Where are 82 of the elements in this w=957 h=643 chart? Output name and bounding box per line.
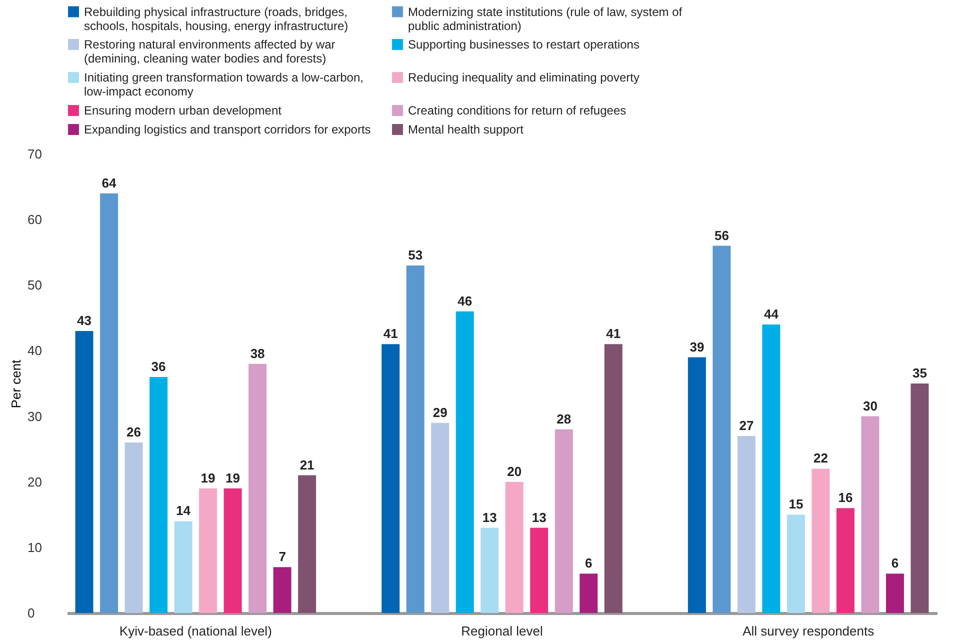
data-label: 56 [714, 228, 729, 243]
bar [298, 475, 316, 613]
legend-label: Initiating green transformation towards a low-carbon, low-impact economy [84, 70, 364, 98]
data-label: 16 [838, 490, 853, 506]
data-label: 7 [278, 549, 286, 564]
data-label: 41 [606, 326, 621, 342]
legend-label: Restoring natural environments affected by war (demining, cleaning water bodies and forests) [84, 38, 336, 66]
y-tick-label: 40 [28, 343, 42, 358]
bar [737, 436, 756, 613]
bar [836, 508, 854, 613]
data-label: 64 [102, 175, 118, 190]
y-tick-label: 20 [28, 474, 42, 490]
data-label: 6 [891, 556, 899, 571]
data-label: 14 [176, 503, 192, 518]
bar [580, 574, 598, 613]
bar [604, 344, 622, 613]
data-label: 19 [200, 470, 216, 486]
bar [100, 193, 118, 613]
data-label: 20 [507, 464, 522, 479]
data-label: 13 [532, 510, 546, 525]
data-label: 29 [432, 404, 448, 420]
bar [886, 574, 904, 613]
y-tick-label: 30 [28, 408, 42, 424]
x-tick-label: Regional level [461, 624, 543, 638]
bar [480, 528, 499, 613]
x-tick-label: All survey respondents [742, 624, 875, 638]
y-tick-label: 60 [28, 212, 42, 228]
bar [273, 567, 292, 613]
y-tick-label: 10 [28, 540, 42, 555]
data-label: 44 [764, 306, 780, 322]
bar [554, 429, 573, 613]
data-label: 43 [77, 313, 92, 328]
y-tick-label: 50 [28, 278, 42, 293]
data-label: 21 [300, 457, 314, 472]
bar [248, 364, 267, 613]
data-label: 26 [126, 424, 142, 440]
data-label: 36 [151, 358, 166, 374]
bar [431, 422, 450, 613]
data-label: 22 [813, 450, 828, 466]
data-label: 35 [912, 366, 927, 380]
legend-label: Ensuring modern urban development [84, 104, 282, 118]
bar [75, 331, 94, 613]
bar [505, 482, 524, 613]
bar [456, 311, 474, 613]
bar [150, 376, 168, 613]
data-label: 13 [482, 510, 497, 525]
data-label: 19 [226, 470, 240, 486]
bar [224, 488, 242, 613]
data-label: 41 [383, 326, 398, 342]
data-label: 39 [690, 339, 704, 354]
bar [762, 324, 780, 613]
legend-label: Reducing inequality and eliminating poverty [408, 70, 640, 84]
bar [812, 468, 830, 613]
bar [382, 344, 400, 613]
y-tick-label: 70 [28, 146, 42, 162]
legend-label: Creating conditions for return of refugees [408, 104, 626, 118]
bar [861, 416, 880, 613]
y-tick-label: 0 [28, 606, 35, 620]
data-label: 53 [408, 247, 423, 262]
data-label: 38 [250, 346, 265, 361]
legend-label: Rebuilding physical infrastructure (roads, bridges, schools, hospitals, housing, energy infrastructure) [84, 4, 348, 33]
legend-label: Mental health support [408, 122, 524, 136]
data-label: 15 [788, 496, 804, 512]
data-label: 30 [862, 398, 878, 414]
legend-label: Modernizing state institutions (rule of law, system of public administration) [408, 4, 683, 33]
legend-label: Expanding logistics and transport corridors for exports [84, 122, 371, 136]
bar [174, 521, 192, 613]
data-label: 46 [458, 293, 472, 308]
bar [910, 384, 929, 613]
data-label: 6 [585, 556, 592, 571]
bar [530, 528, 548, 613]
bar [124, 442, 143, 613]
bar [406, 265, 424, 613]
data-label: 28 [556, 411, 572, 426]
y-axis-title: Per cent [8, 359, 24, 408]
bar [199, 488, 218, 613]
bar [712, 246, 731, 613]
bar [688, 357, 706, 613]
legend-label: Supporting businesses to restart operations [408, 38, 640, 52]
x-tick-label: Kyiv-based (national level) [119, 624, 272, 638]
bar [786, 514, 805, 613]
data-label: 27 [739, 418, 754, 433]
